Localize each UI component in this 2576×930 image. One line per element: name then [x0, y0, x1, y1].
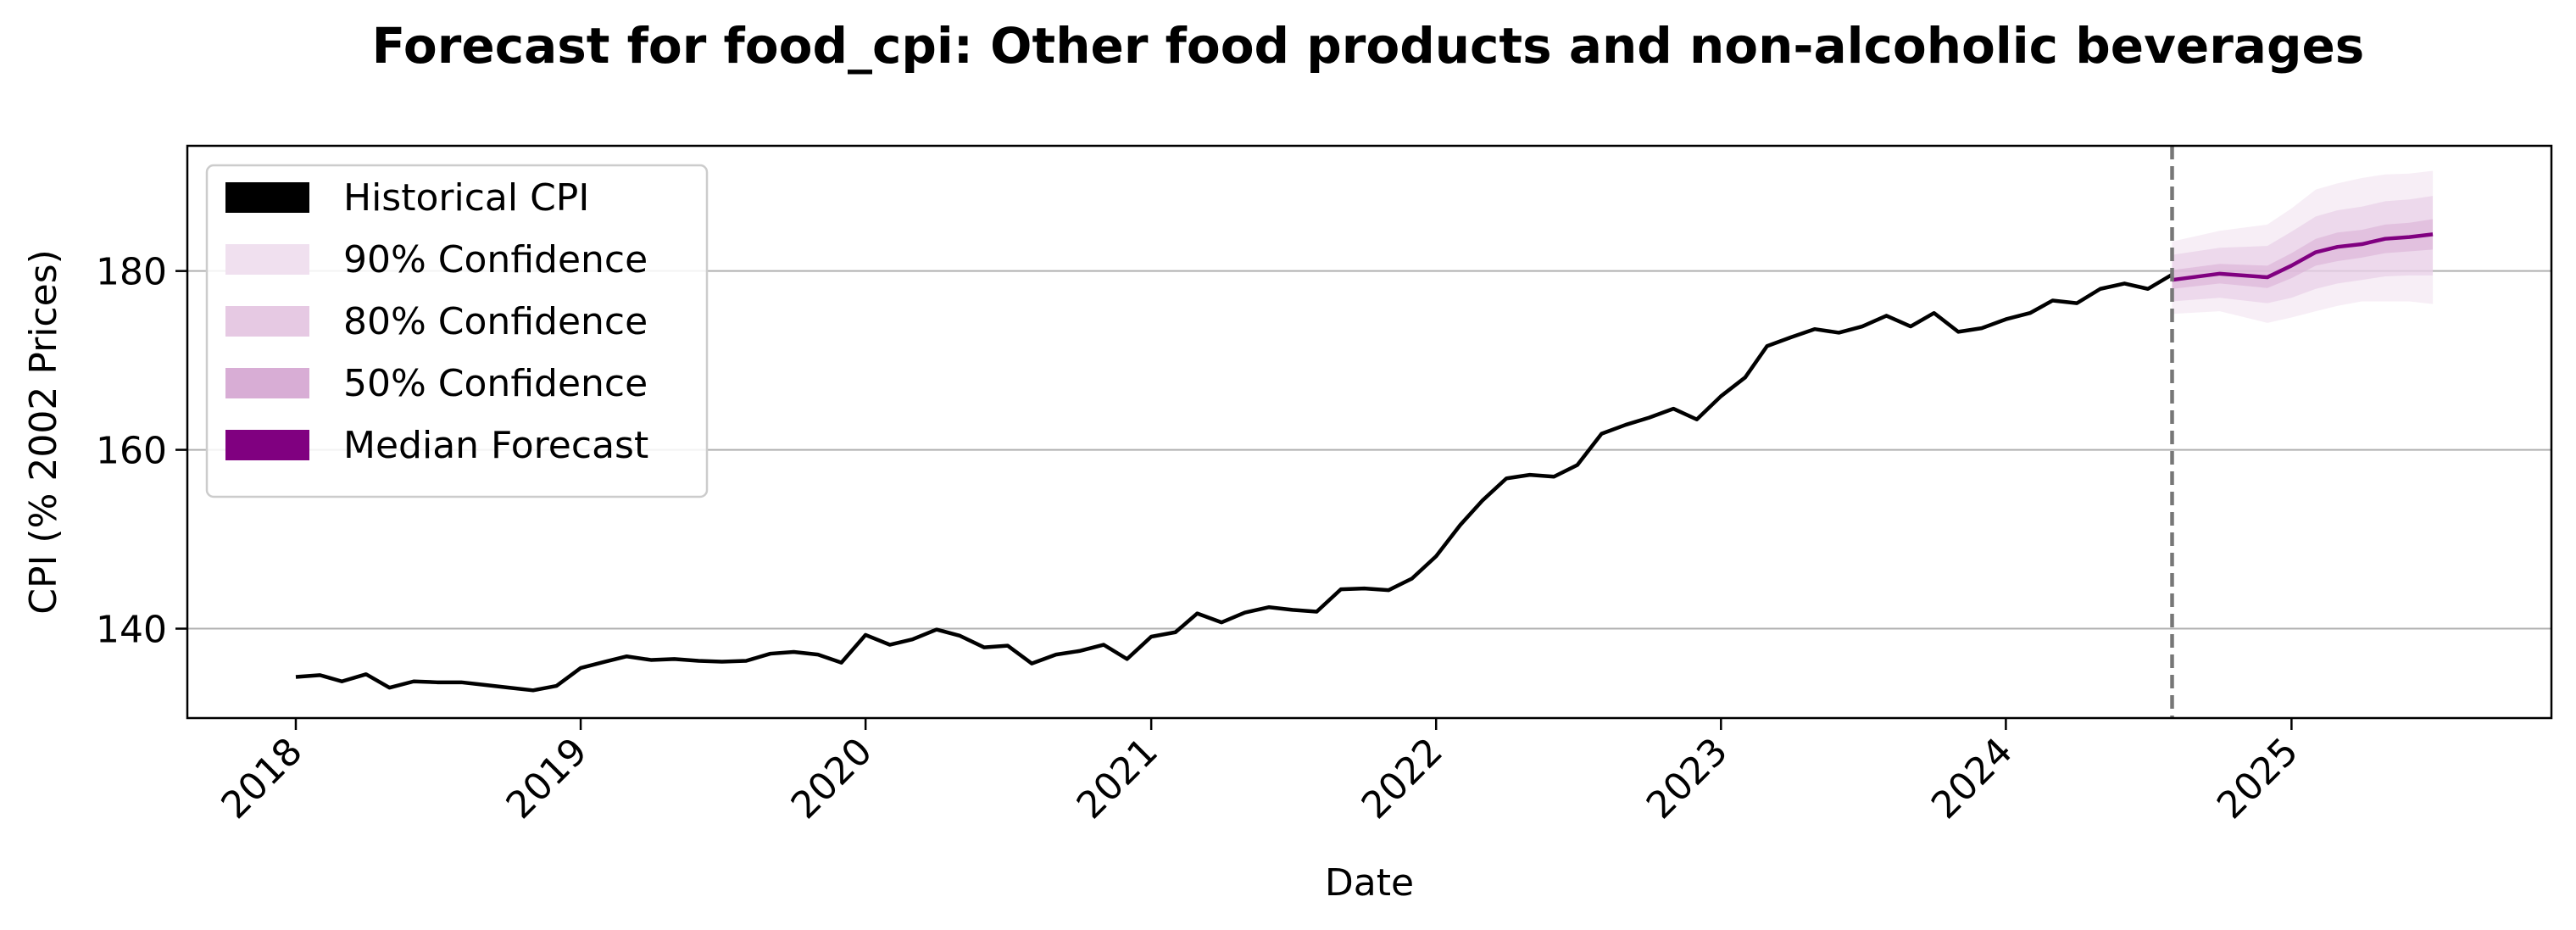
- x-tick-label: 2020: [783, 730, 881, 827]
- legend-label-ci90: 90% Confidence: [343, 238, 648, 281]
- series-lines: [295, 146, 2434, 718]
- plot-frame: [186, 144, 2553, 720]
- confidence-bands: [2172, 170, 2434, 323]
- legend: Historical CPI 90% Confidence 80% Confiden…: [205, 164, 709, 498]
- median-forecast-line: [2172, 232, 2434, 282]
- x-axis-label: Date: [1325, 861, 1414, 905]
- x-tick-label: 2022: [1354, 730, 1451, 827]
- x-tick-label: 2021: [1069, 730, 1166, 827]
- legend-swatch-ci90: [225, 244, 309, 275]
- legend-swatch-historical: [225, 182, 309, 213]
- legend-swatch-ci50: [225, 368, 309, 398]
- y-axis-label: CPI (% 2002 Prices): [22, 249, 65, 615]
- x-tick-label: 2025: [2209, 730, 2306, 827]
- x-axis-ticks: 2018 2019 2020 2021 2022 2023 2024 2025: [214, 718, 2306, 827]
- legend-label-ci50: 50% Confidence: [343, 362, 648, 405]
- y-axis-ticks: 140 160 180: [96, 251, 187, 652]
- x-tick-label: 2018: [214, 730, 311, 827]
- x-tick-label: 2023: [1639, 730, 1736, 827]
- historical-cpi-line: [295, 272, 2173, 693]
- legend-label-median: Median Forecast: [343, 424, 648, 467]
- y-tick-label: 160: [96, 430, 167, 473]
- y-tick-label: 140: [96, 609, 167, 652]
- ci50-band: [2172, 219, 2434, 289]
- x-tick-label: 2024: [1923, 730, 2021, 827]
- y-tick-label: 180: [96, 251, 167, 294]
- chart-title: Forecast for food_cpi: Other food produc…: [372, 17, 2365, 75]
- legend-box: [205, 164, 709, 498]
- legend-swatch-ci80: [225, 306, 309, 337]
- legend-label-historical: Historical CPI: [343, 176, 589, 220]
- legend-swatch-median: [225, 430, 309, 460]
- legend-label-ci80: 80% Confidence: [343, 300, 648, 343]
- x-tick-label: 2019: [498, 730, 596, 827]
